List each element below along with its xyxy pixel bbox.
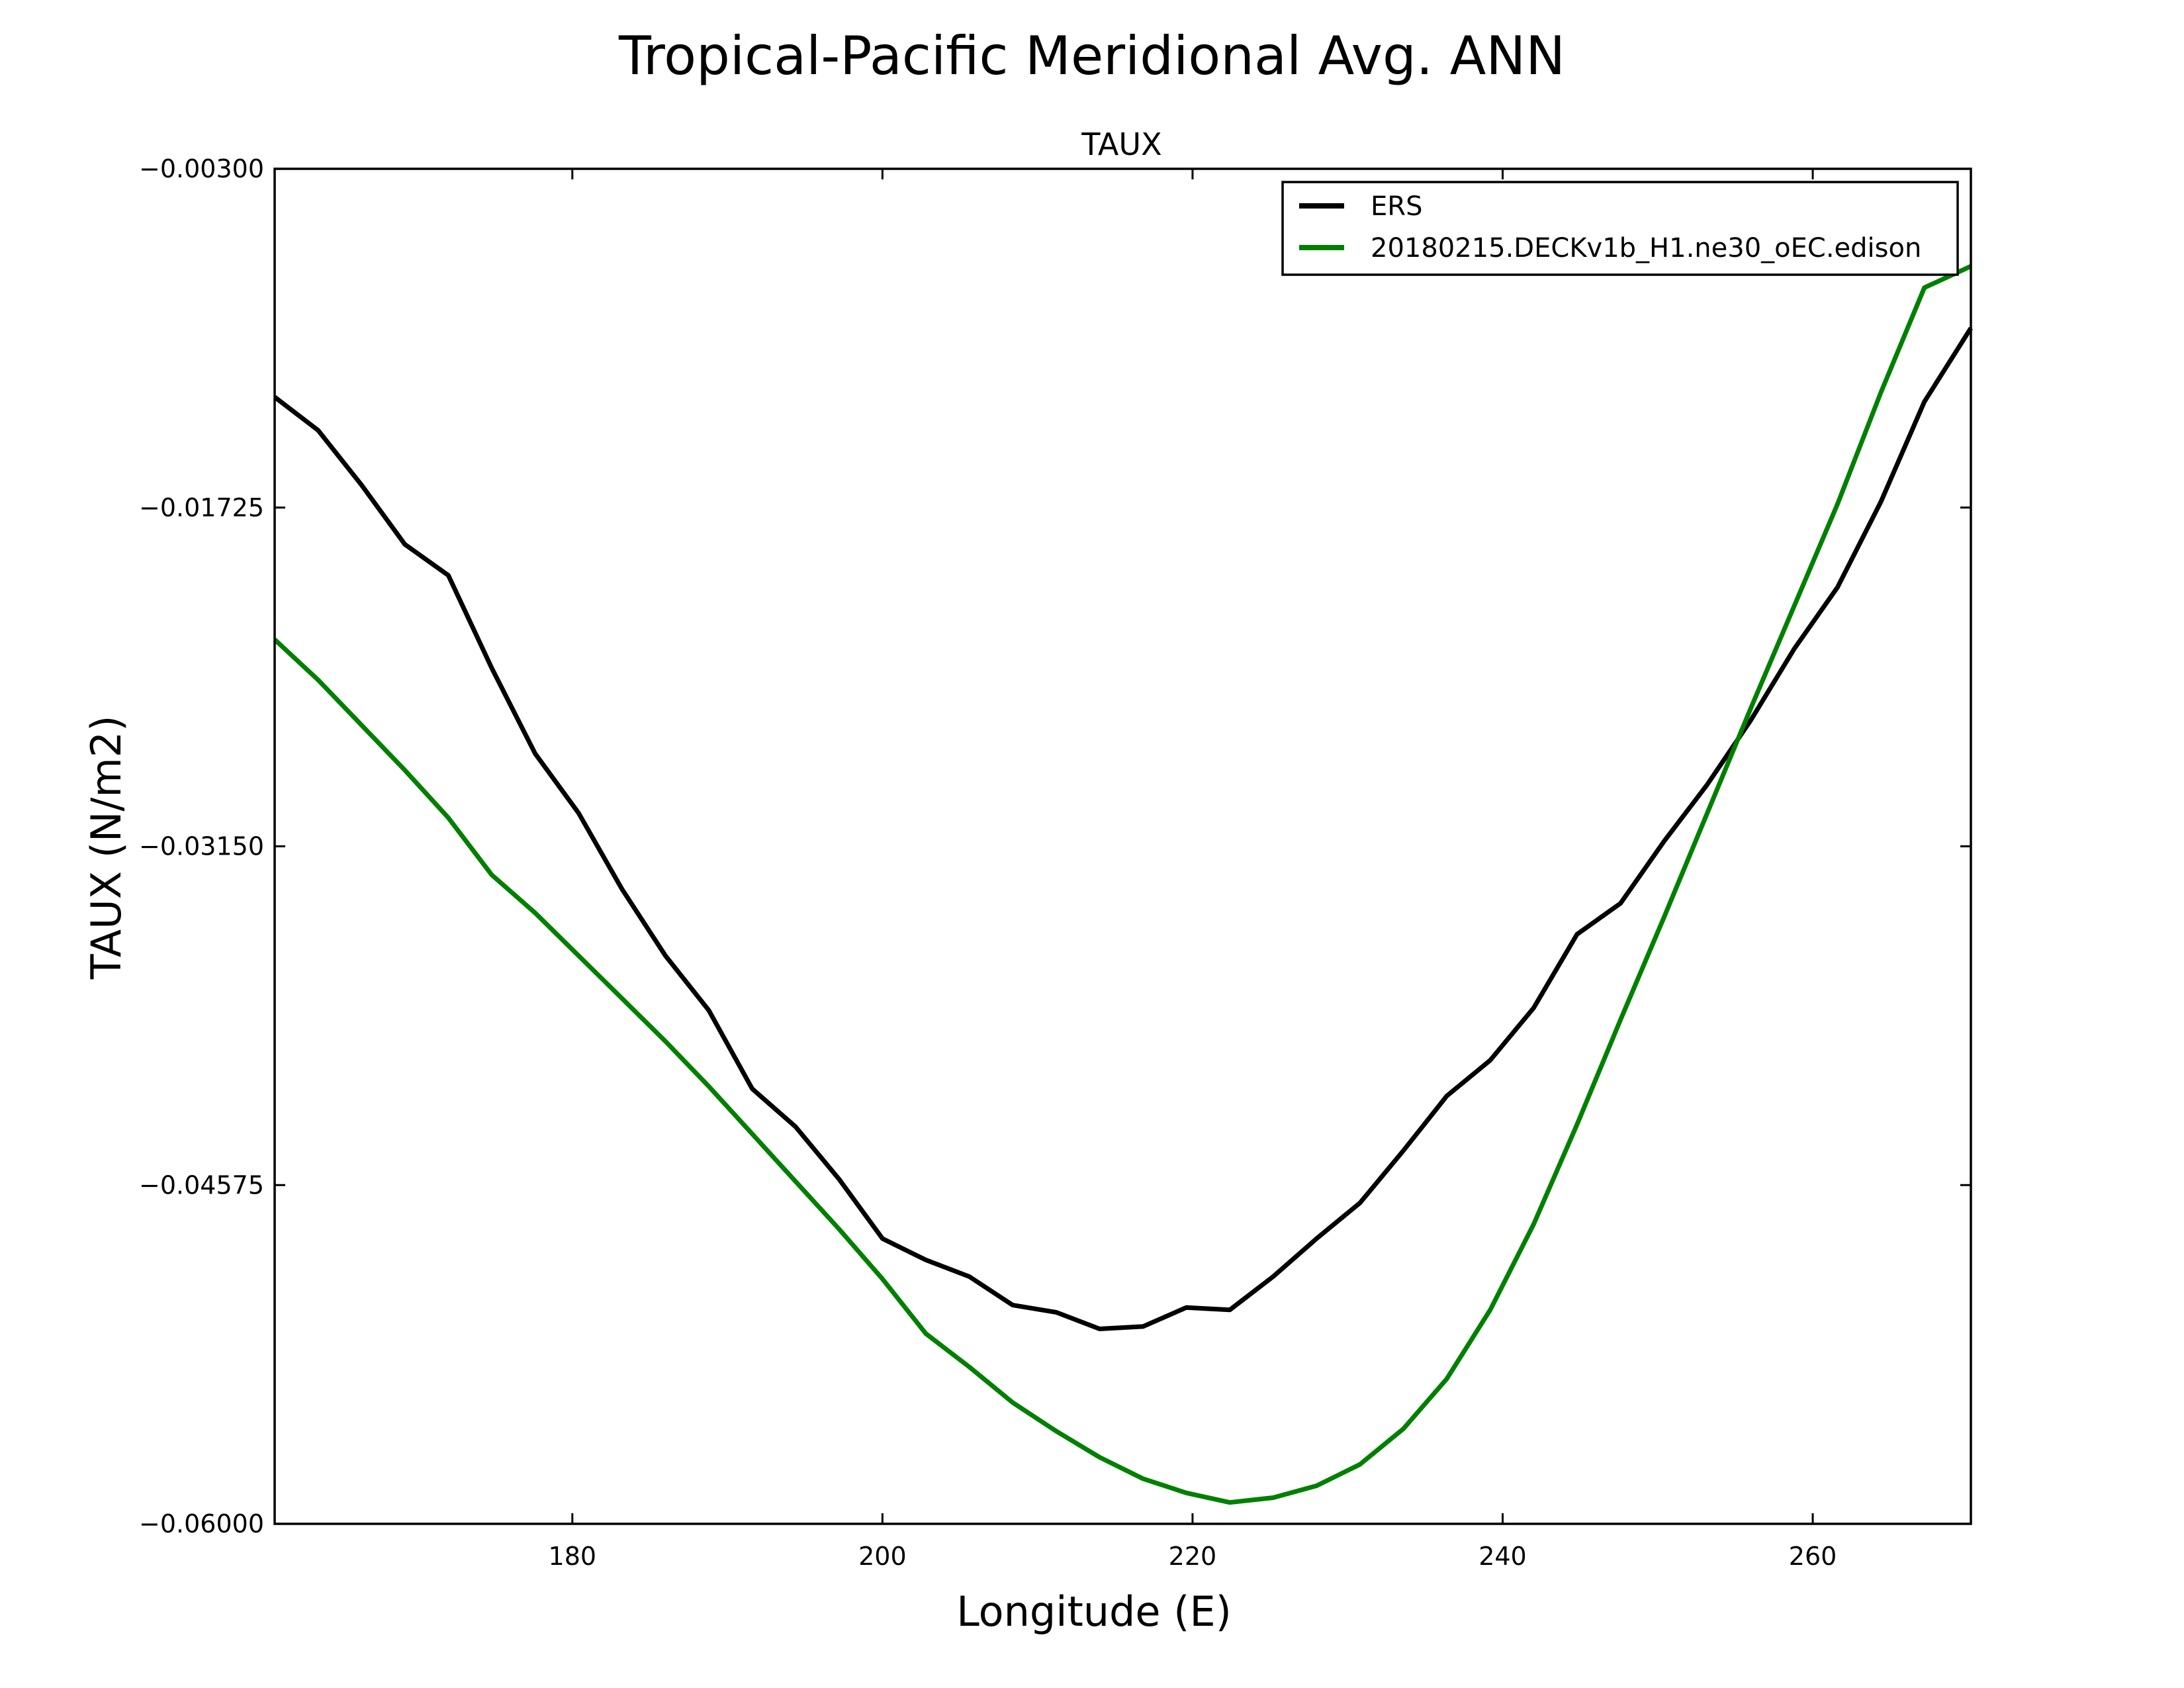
y-tick-label: −0.04575 [139,1170,264,1199]
x-tick-label: 180 [549,1542,597,1571]
series-line-ers [273,326,1973,1331]
legend-label-ers: ERS [1371,191,1422,222]
legend-box [1281,181,1959,276]
x-tick-label: 260 [1789,1542,1837,1571]
plot-frame [273,167,1972,1525]
x-tick-label: 240 [1479,1542,1527,1571]
y-tick-label: −0.00300 [139,154,264,183]
axis-ticks: 180 200 220 240 260 −0.00300 −0.01725 −0.03150 −… [139,154,1971,1571]
y-tick-label: −0.03150 [139,832,264,861]
chart-subtitle: TAUX [1081,126,1161,162]
x-tick-label: 200 [858,1542,907,1571]
series-line-model [273,264,1972,1505]
x-axis-label: Longitude (E) [956,1587,1232,1636]
chart-title: Tropical-Pacific Meridional Avg. ANN [618,25,1565,87]
x-tick-label: 220 [1169,1542,1217,1571]
legend: ERS 20180215.DECKv1b_H1.ne30_oEC.edison [1281,181,1959,276]
y-axis-label: TAUX (N/m2) [82,716,130,980]
y-tick-label: −0.01725 [139,493,264,522]
y-tick-label: −0.06000 [139,1509,264,1538]
plot-lines [273,264,1973,1505]
legend-label-model: 20180215.DECKv1b_H1.ne30_oEC.edison [1371,233,1921,263]
